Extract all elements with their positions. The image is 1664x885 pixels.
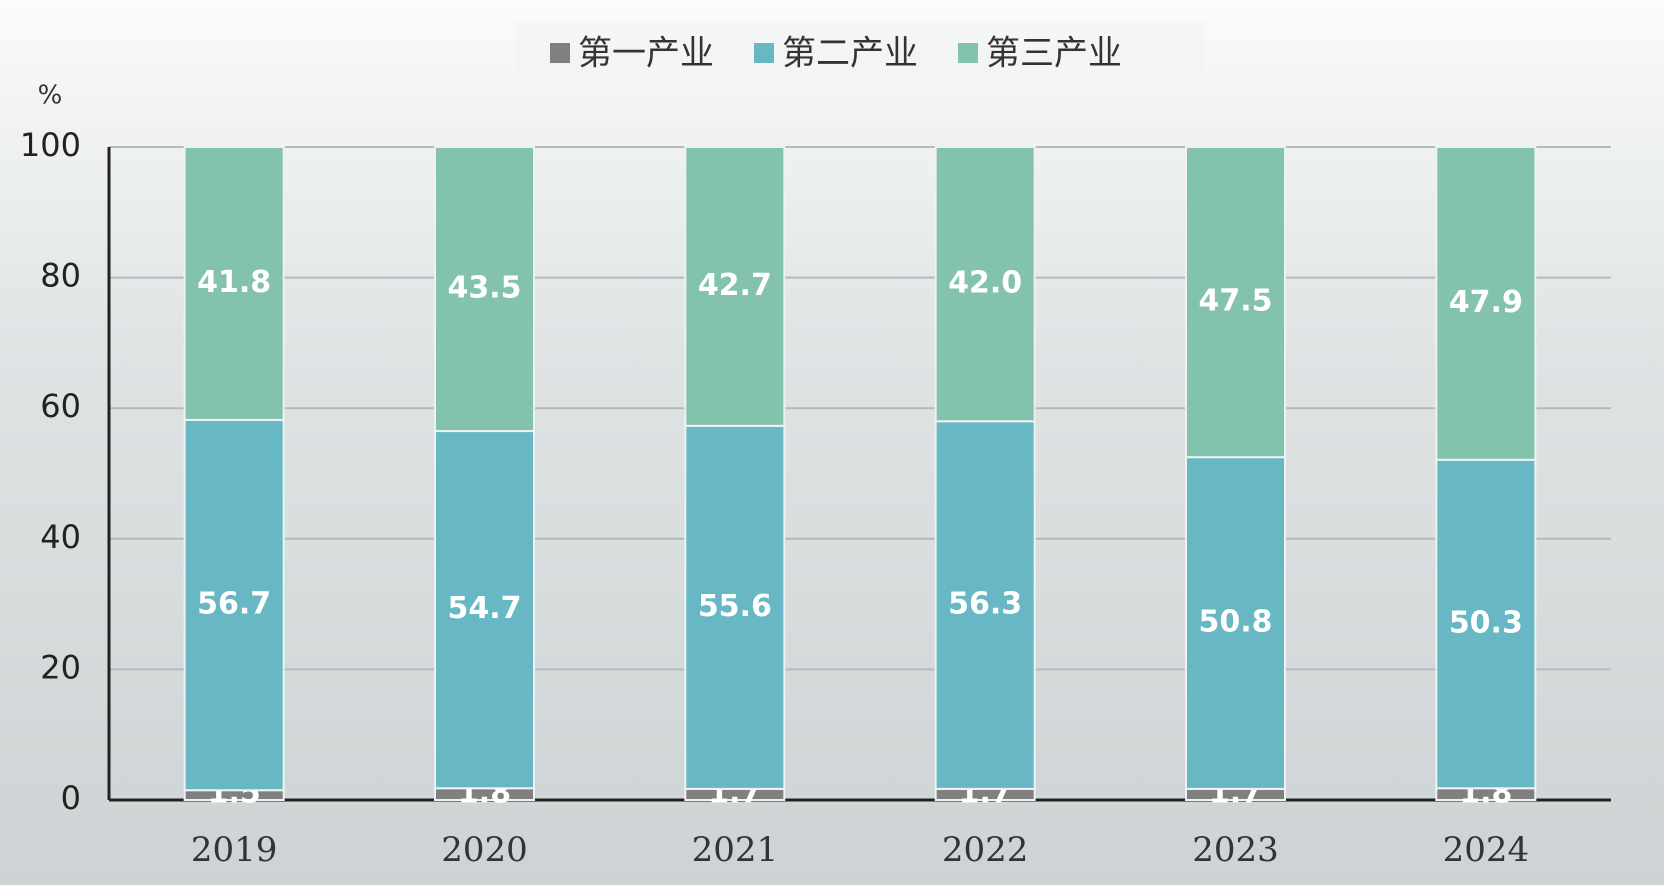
bar-segment xyxy=(684,146,786,427)
bar-segment xyxy=(1185,146,1286,459)
bar-segment xyxy=(934,420,1036,790)
value-label: 47.5 xyxy=(1198,284,1272,319)
bar-segment xyxy=(183,418,285,792)
x-tick-label: 2021 xyxy=(692,830,779,870)
legend-swatch xyxy=(550,43,570,63)
value-label: 42.0 xyxy=(948,266,1022,301)
value-label: 55.6 xyxy=(698,589,772,624)
value-label: 42.7 xyxy=(698,268,772,303)
value-label: 56.3 xyxy=(948,587,1022,622)
bar-segment xyxy=(434,146,535,433)
bar-segment xyxy=(434,430,535,790)
value-label: 54.7 xyxy=(447,591,521,626)
y-tick-label: 40 xyxy=(40,518,81,556)
y-unit: % xyxy=(38,81,63,111)
bar-segment xyxy=(1185,456,1286,790)
x-tick-label: 2019 xyxy=(191,830,278,870)
y-tick-label: 60 xyxy=(40,387,81,425)
y-tick-label: 80 xyxy=(40,257,81,295)
y-tick-label: 20 xyxy=(40,648,81,686)
y-tick-label: 100 xyxy=(20,126,81,164)
bar-segment xyxy=(183,146,285,421)
y-tick-label: 0 xyxy=(61,779,81,817)
legend-label: 第二产业 xyxy=(782,34,918,74)
legend-label: 第三产业 xyxy=(986,34,1122,74)
value-label: 56.7 xyxy=(197,587,271,622)
legend-swatch xyxy=(754,43,774,63)
value-label: 50.3 xyxy=(1449,606,1523,641)
x-tick-label: 2023 xyxy=(1192,830,1279,870)
legend-box xyxy=(515,22,1205,86)
bar-segment xyxy=(684,424,786,790)
value-label: 43.5 xyxy=(447,271,521,306)
value-label: 41.8 xyxy=(197,265,271,300)
value-label: 47.9 xyxy=(1449,285,1523,320)
x-tick-label: 2022 xyxy=(942,830,1029,870)
legend-swatch xyxy=(958,43,978,63)
x-tick-label: 2020 xyxy=(441,830,528,870)
legend-label: 第一产业 xyxy=(578,34,714,74)
bar-segment xyxy=(934,146,1036,423)
bar-segment xyxy=(1435,146,1537,461)
x-tick-label: 2024 xyxy=(1443,830,1530,870)
bar-segment xyxy=(1435,458,1537,790)
value-label: 50.8 xyxy=(1198,605,1272,640)
